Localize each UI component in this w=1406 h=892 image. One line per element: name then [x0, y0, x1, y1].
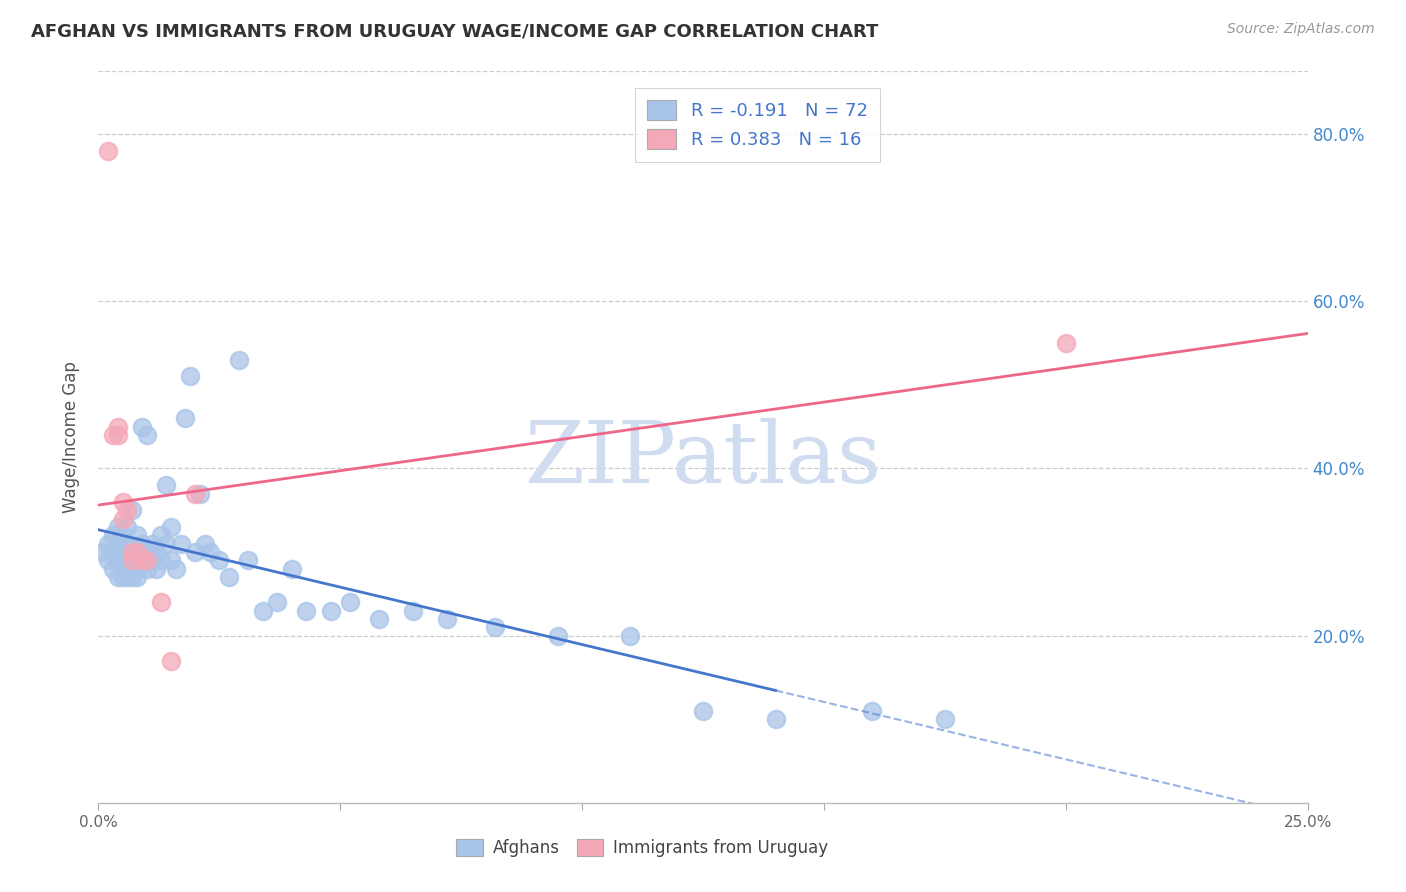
- Point: [547, 629, 569, 643]
- Point: [101, 428, 124, 442]
- Point: [135, 562, 157, 576]
- Point: [117, 570, 139, 584]
- Point: [402, 603, 425, 617]
- Point: [165, 562, 187, 576]
- Point: [97, 536, 120, 550]
- Point: [121, 503, 143, 517]
- Point: [121, 570, 143, 584]
- Point: [117, 553, 139, 567]
- Point: [194, 536, 217, 550]
- Point: [111, 553, 134, 567]
- Y-axis label: Wage/Income Gap: Wage/Income Gap: [62, 361, 80, 513]
- Point: [184, 545, 207, 559]
- Point: [131, 419, 153, 434]
- Point: [266, 595, 288, 609]
- Point: [111, 562, 134, 576]
- Point: [208, 553, 231, 567]
- Point: [107, 536, 129, 550]
- Point: [141, 553, 163, 567]
- Point: [141, 536, 163, 550]
- Point: [174, 411, 197, 425]
- Point: [127, 545, 149, 559]
- Point: [131, 536, 153, 550]
- Point: [145, 562, 167, 576]
- Point: [160, 654, 183, 668]
- Point: [97, 144, 120, 158]
- Point: [135, 553, 157, 567]
- Point: [169, 536, 191, 550]
- Point: [121, 545, 143, 559]
- Point: [281, 562, 304, 576]
- Point: [101, 528, 124, 542]
- Point: [107, 553, 129, 567]
- Point: [692, 704, 714, 718]
- Point: [860, 704, 883, 718]
- Legend: Afghans, Immigrants from Uruguay: Afghans, Immigrants from Uruguay: [450, 832, 835, 864]
- Point: [1054, 336, 1077, 351]
- Point: [127, 570, 149, 584]
- Point: [150, 553, 173, 567]
- Point: [295, 603, 318, 617]
- Point: [436, 612, 458, 626]
- Point: [484, 620, 506, 634]
- Point: [184, 486, 207, 500]
- Point: [135, 428, 157, 442]
- Point: [238, 553, 260, 567]
- Point: [121, 545, 143, 559]
- Text: AFGHAN VS IMMIGRANTS FROM URUGUAY WAGE/INCOME GAP CORRELATION CHART: AFGHAN VS IMMIGRANTS FROM URUGUAY WAGE/I…: [31, 22, 879, 40]
- Point: [97, 553, 120, 567]
- Point: [117, 503, 139, 517]
- Point: [934, 712, 956, 726]
- Point: [218, 570, 240, 584]
- Point: [619, 629, 641, 643]
- Point: [135, 545, 157, 559]
- Point: [368, 612, 391, 626]
- Point: [111, 570, 134, 584]
- Point: [121, 553, 143, 567]
- Point: [91, 545, 114, 559]
- Point: [111, 495, 134, 509]
- Point: [107, 570, 129, 584]
- Text: Source: ZipAtlas.com: Source: ZipAtlas.com: [1227, 22, 1375, 37]
- Text: ZIPatlas: ZIPatlas: [524, 417, 882, 500]
- Point: [179, 369, 201, 384]
- Point: [160, 520, 183, 534]
- Point: [252, 603, 274, 617]
- Point: [188, 486, 211, 500]
- Point: [150, 528, 173, 542]
- Point: [339, 595, 361, 609]
- Point: [111, 511, 134, 525]
- Point: [117, 520, 139, 534]
- Point: [131, 553, 153, 567]
- Point: [127, 562, 149, 576]
- Point: [121, 553, 143, 567]
- Point: [131, 553, 153, 567]
- Point: [155, 536, 177, 550]
- Point: [111, 528, 134, 542]
- Point: [107, 520, 129, 534]
- Point: [101, 545, 124, 559]
- Point: [127, 528, 149, 542]
- Point: [117, 536, 139, 550]
- Point: [150, 595, 173, 609]
- Point: [319, 603, 342, 617]
- Point: [121, 562, 143, 576]
- Point: [198, 545, 221, 559]
- Point: [111, 545, 134, 559]
- Point: [101, 562, 124, 576]
- Point: [127, 545, 149, 559]
- Point: [145, 545, 167, 559]
- Point: [155, 478, 177, 492]
- Point: [765, 712, 787, 726]
- Point: [107, 428, 129, 442]
- Point: [160, 553, 183, 567]
- Point: [228, 352, 250, 367]
- Point: [107, 419, 129, 434]
